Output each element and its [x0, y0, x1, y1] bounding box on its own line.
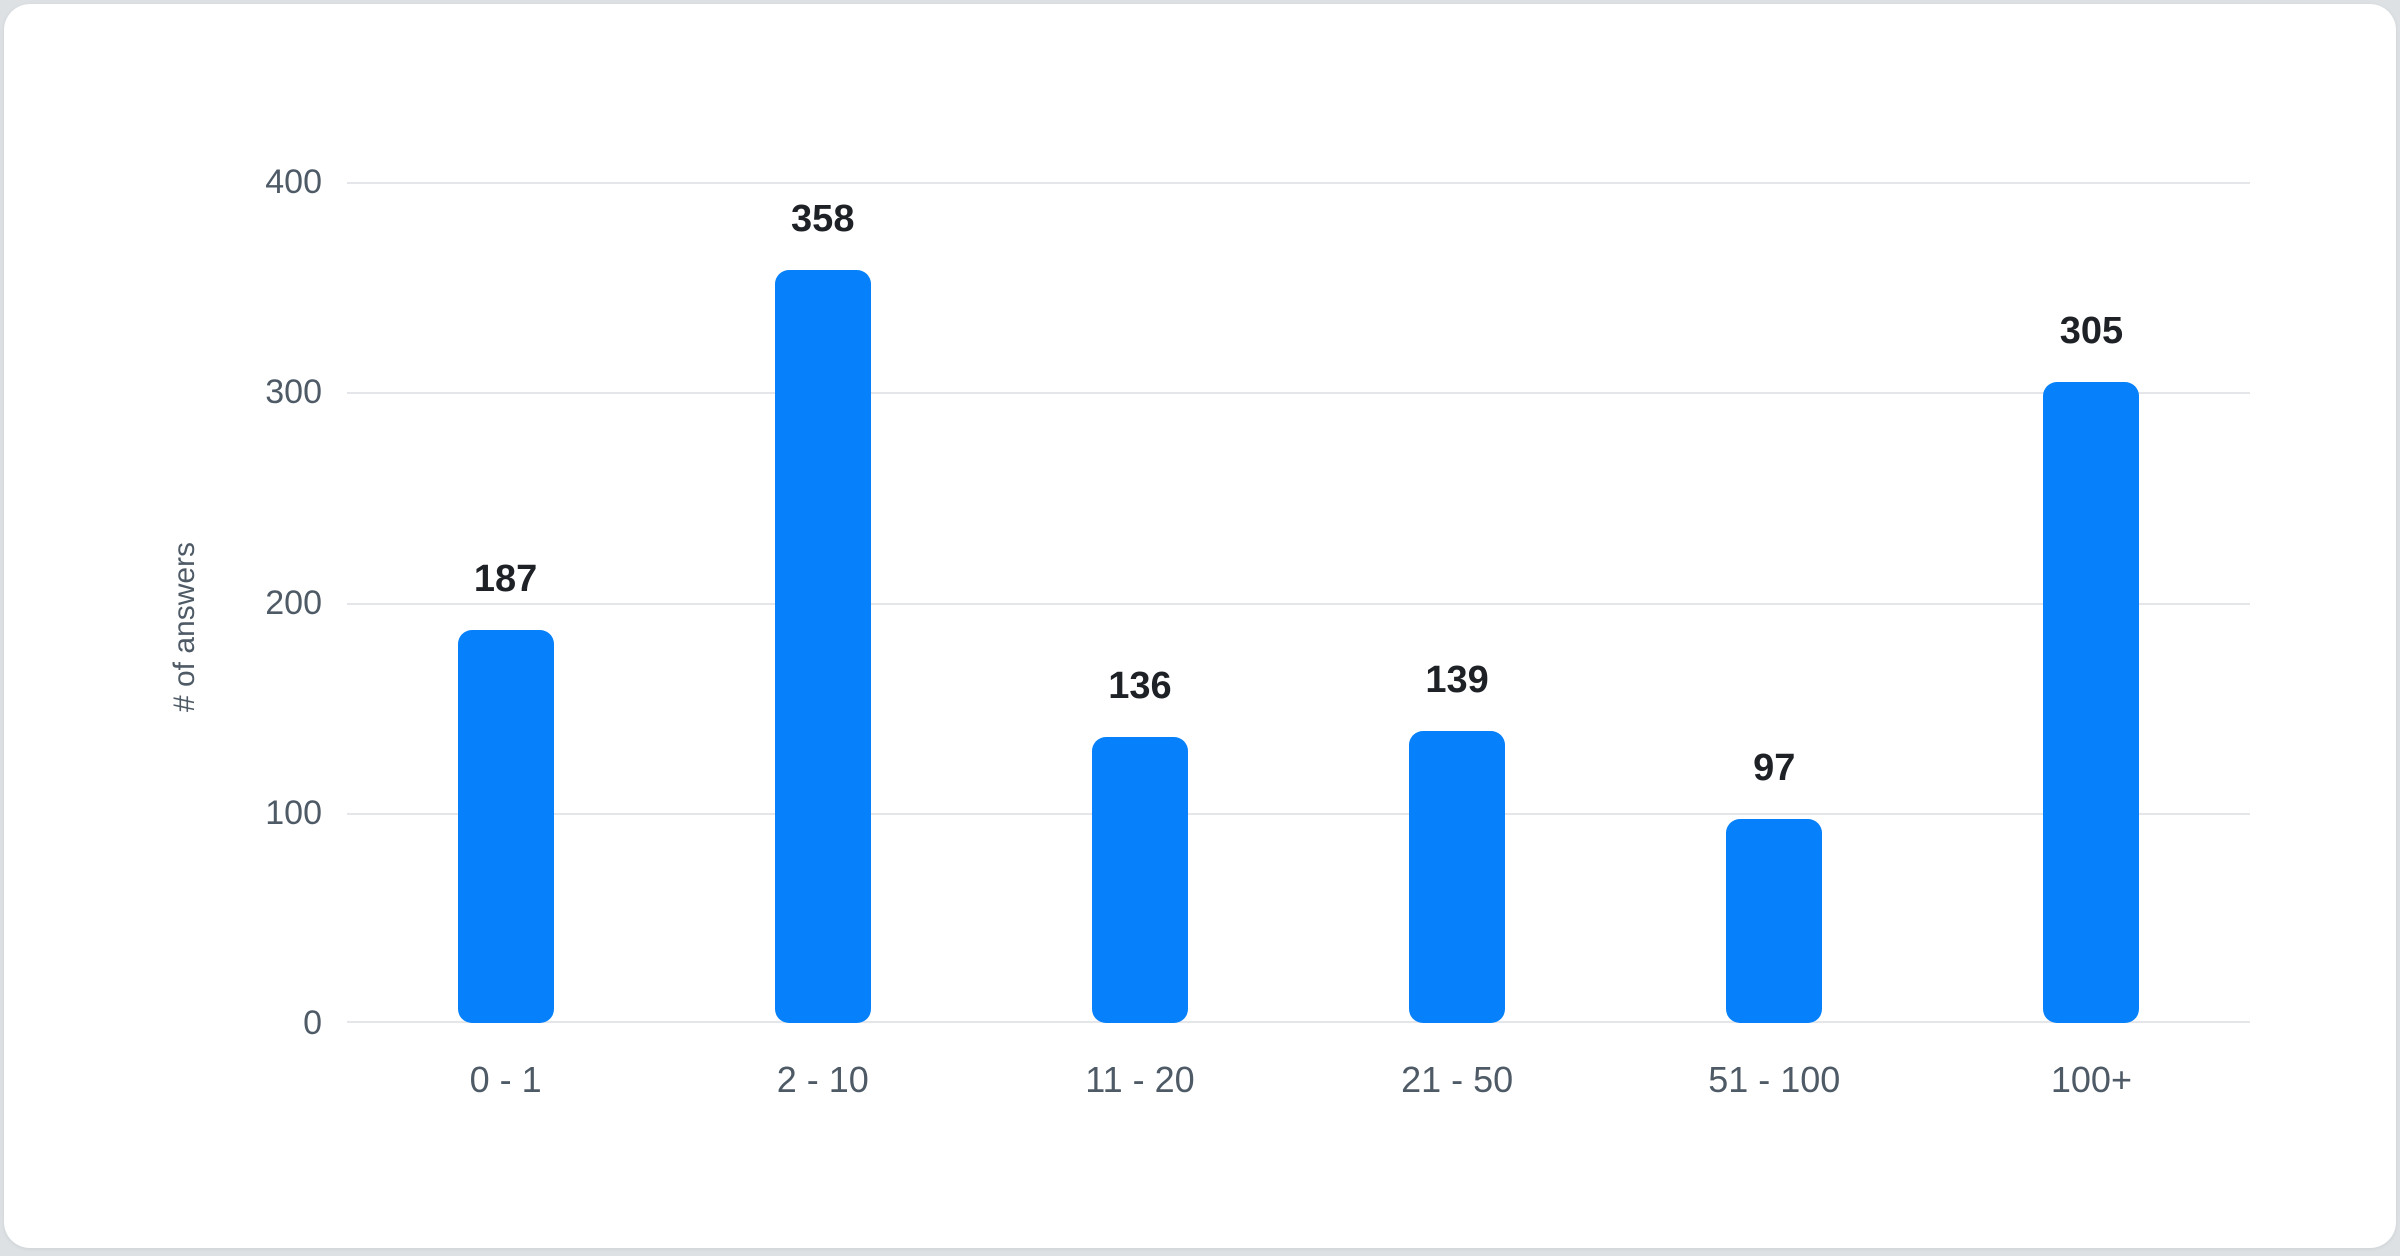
bar-cell: 187: [347, 182, 664, 1023]
gridline: [347, 812, 2250, 815]
x-tick-label: 11 - 20: [1085, 1059, 1195, 1100]
bar-cell: 358: [664, 182, 981, 1023]
bar: [774, 270, 871, 1023]
y-tick-label: 300: [265, 373, 322, 412]
bar-value-label: 187: [473, 557, 538, 600]
bar-cell: 139: [1299, 182, 1616, 1023]
bar-value-label: 358: [791, 198, 855, 241]
x-axis-tick-labels: 0 - 1 2 - 10 11 - 20 21 - 50 51 - 100 100+: [347, 1056, 2250, 1104]
gridlines: [347, 182, 2250, 1023]
bar: [1409, 730, 1506, 1023]
y-tick-label: 100: [265, 793, 322, 832]
bar-value-label: 139: [1425, 658, 1489, 701]
bar: [457, 629, 554, 1023]
y-tick-label: 200: [265, 583, 322, 622]
gridline: [347, 602, 2250, 605]
bar-cell: 97: [1616, 182, 1933, 1023]
gridline: [347, 182, 2250, 184]
bar: [1726, 819, 1823, 1023]
y-tick-label: 0: [303, 1004, 322, 1042]
bar-cell: 305: [1933, 182, 2250, 1023]
y-axis-tick-labels: 0 100 200 300 400: [120, 163, 322, 1042]
x-tick-label: 21 - 50: [1401, 1059, 1514, 1100]
x-tick-label: 100+: [2050, 1059, 2132, 1100]
x-tick-label: 0 - 1: [469, 1059, 542, 1100]
bar-cell: 136: [981, 182, 1298, 1023]
y-tick-label: 400: [265, 163, 322, 201]
plot-area: 187 358 136 139 97 305: [347, 182, 2250, 1023]
bar-value-label: 97: [1753, 747, 1796, 790]
bar: [1091, 737, 1188, 1023]
x-tick-label: 51 - 100: [1708, 1059, 1841, 1100]
chart-card: [4, 4, 2396, 1248]
gridline: [347, 1021, 2250, 1023]
gridline: [347, 392, 2250, 395]
bar-value-label: 305: [2059, 309, 2124, 352]
bar-value-label: 136: [1108, 665, 1172, 708]
bar: [2043, 381, 2140, 1023]
x-tick-label: 2 - 10: [776, 1059, 869, 1100]
